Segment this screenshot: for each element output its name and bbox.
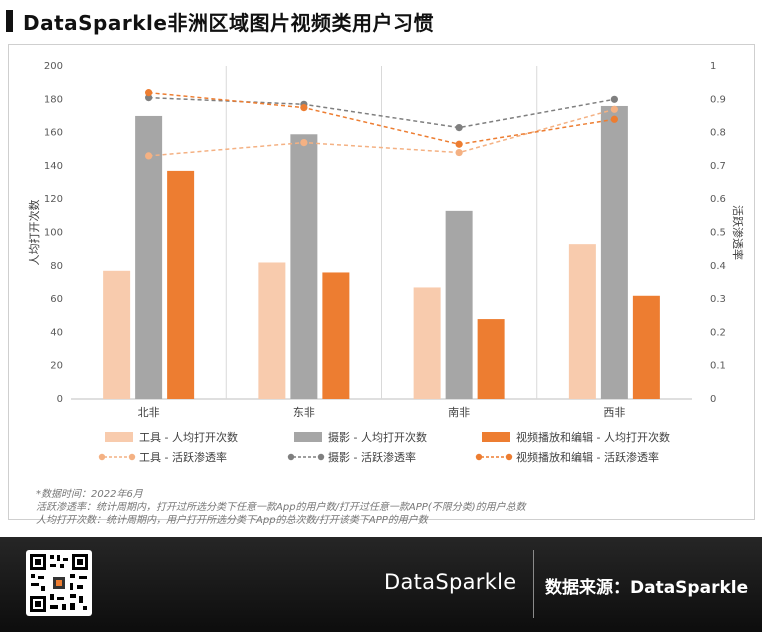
legend-line-marker (505, 453, 513, 461)
series-line (148, 96, 615, 129)
y-tick-label: 40 (50, 327, 63, 338)
footer-divider (533, 550, 534, 618)
y-tick-label: 200 (44, 61, 63, 72)
legend-line-marker (98, 453, 106, 461)
footer: DataSparkle 数据来源：DataSparkle (0, 537, 762, 632)
y-tick-label: 0 (57, 394, 63, 405)
note-opens-definition: 人均打开次数：统计周期内，用户打开所选分类下App的总次数/打开该类下APP的用… (36, 515, 428, 526)
series-line (148, 108, 615, 157)
y2-tick-label: 0.2 (710, 327, 726, 338)
bar (477, 319, 505, 399)
x-tick-label: 南非 (448, 406, 470, 419)
y2-tick-label: 0.4 (710, 261, 726, 272)
legend-bar-swatch (105, 432, 133, 442)
y2-tick-label: 0.7 (710, 161, 726, 172)
series-line (148, 91, 615, 146)
x-tick-label: 西非 (603, 406, 625, 419)
note-date: *数据时间：2022年6月 (36, 489, 143, 500)
bar (413, 287, 441, 399)
source-label: 数据来源：DataSparkle (545, 578, 749, 598)
bar (258, 262, 286, 399)
bar (568, 244, 596, 399)
y-tick-label: 100 (44, 228, 63, 239)
page-title: DataSparkle非洲区域图片视频类用户习惯 (23, 10, 434, 35)
line-point (455, 140, 463, 148)
bar (135, 115, 163, 399)
bar (632, 295, 660, 399)
y-tick-label: 160 (44, 128, 63, 139)
y-tick-label: 120 (44, 194, 63, 205)
brand-logo: DataSparkle (384, 570, 517, 594)
legend-bar-swatch (294, 432, 322, 442)
legend-label: 工具 - 活跃渗透率 (139, 450, 227, 464)
line-point (610, 105, 618, 113)
note-penetration-definition: 活跃渗透率：统计周期内，打开过所选分类下任意一款App的用户数/打开过任意一款A… (36, 502, 526, 513)
y2-tick-label: 0.6 (710, 194, 726, 205)
chart-svg: 0 20 40 60 80 100 120 140 160 180 200 0 0.1 0.2 0.3 0.4… (27, 61, 745, 464)
y2-tick-label: 0.1 (710, 361, 726, 372)
y2-tick-label: 0.8 (710, 128, 726, 139)
legend-line-marker (287, 453, 295, 461)
x-tick-label: 北非 (138, 406, 160, 419)
legend-bar-swatch (482, 432, 510, 442)
y2-tick-label: 0.3 (710, 294, 726, 305)
y2-axis-title: 活跃渗透率 (731, 205, 745, 260)
chart-notes: *数据时间：2022年6月 活跃渗透率：统计周期内，打开过所选分类下任意一款Ap… (36, 488, 526, 527)
x-tick-label: 东非 (293, 406, 315, 419)
legend-line-marker (128, 453, 136, 461)
legend-label: 工具 - 人均打开次数 (139, 430, 238, 444)
legend-label: 视频播放和编辑 - 人均打开次数 (516, 430, 670, 444)
bar (167, 170, 195, 399)
y2-tick-label: 0.5 (710, 228, 726, 239)
title-bar: DataSparkle非洲区域图片视频类用户习惯 (6, 6, 434, 36)
legend-label: 视频播放和编辑 - 活跃渗透率 (516, 450, 659, 464)
line-point (610, 115, 618, 123)
line-point (455, 124, 463, 132)
line-point (145, 152, 153, 160)
y-tick-label: 180 (44, 94, 63, 105)
y-tick-label: 80 (50, 261, 63, 272)
legend-line-marker (475, 453, 483, 461)
y-axis-title: 人均打开次数 (27, 200, 41, 266)
y-tick-label: 140 (44, 161, 63, 172)
legend-label: 摄影 - 活跃渗透率 (328, 450, 416, 464)
bar (290, 134, 318, 399)
y-tick-label: 20 (50, 361, 63, 372)
bar (322, 272, 350, 399)
chart-card: 0 20 40 60 80 100 120 140 160 180 200 0 0.1 0.2 0.3 0.4… (8, 44, 755, 520)
line-point (145, 89, 153, 97)
y2-tick-label: 0 (710, 394, 716, 405)
line-point (300, 138, 308, 147)
line-point (610, 95, 618, 103)
bar (103, 270, 131, 399)
line-point (145, 94, 153, 102)
y2-tick-label: 0.9 (710, 94, 726, 105)
y-tick-label: 60 (50, 294, 63, 305)
line-point (455, 148, 463, 157)
title-accent-bar (6, 10, 13, 32)
bar (445, 210, 473, 399)
line-point (300, 104, 308, 112)
legend-line-marker (317, 453, 325, 461)
y2-tick-label: 1 (710, 61, 716, 72)
bar (600, 105, 628, 400)
legend-label: 摄影 - 人均打开次数 (328, 430, 427, 444)
qr-code-icon (26, 550, 92, 616)
